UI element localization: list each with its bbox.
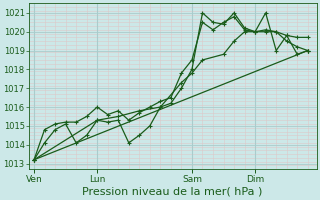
X-axis label: Pression niveau de la mer( hPa ): Pression niveau de la mer( hPa ) xyxy=(83,187,263,197)
